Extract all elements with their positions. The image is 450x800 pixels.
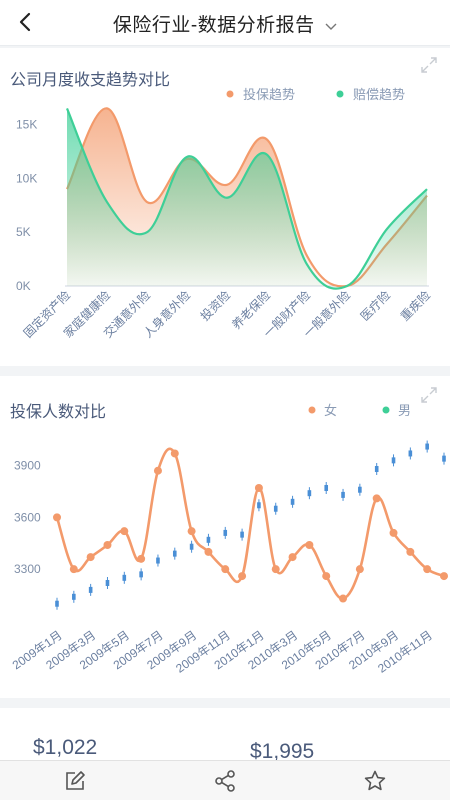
- y-tick-label: 10K: [16, 171, 37, 185]
- y-tick-label: 0K: [16, 279, 31, 293]
- female-data-point: [372, 494, 381, 503]
- expand-icon[interactable]: [420, 386, 438, 404]
- star-icon[interactable]: [363, 769, 387, 793]
- male-candle-body: [273, 505, 278, 512]
- legend-label: 女: [324, 403, 337, 418]
- female-series-line: [55, 447, 445, 600]
- male-candle-body: [206, 536, 211, 543]
- female-data-point: [322, 572, 331, 581]
- female-data-point: [103, 541, 112, 549]
- female-data-point: [440, 572, 448, 581]
- legend-marker: [308, 406, 316, 414]
- male-candle-body: [72, 593, 76, 600]
- male-candle-body: [391, 457, 396, 464]
- page-title: 保险行业-数据分析报告: [112, 15, 315, 36]
- female-data-point: [153, 466, 162, 475]
- female-data-point: [389, 528, 398, 537]
- male-candle-body: [408, 450, 413, 457]
- bottom-toolbar: [0, 760, 450, 800]
- male-candle-body: [189, 543, 194, 550]
- male-candle-body: [105, 580, 110, 586]
- y-tick-label: 5K: [16, 225, 31, 239]
- female-data-point: [86, 553, 95, 562]
- male-candle-body: [358, 486, 362, 493]
- female-data-point: [221, 565, 230, 574]
- y-tick-label: 3600: [14, 510, 41, 524]
- female-data-point: [53, 513, 61, 522]
- male-candle-body: [425, 443, 429, 450]
- amount-summary-card: $1,022 $1,995: [0, 708, 450, 763]
- card-title-count: 投保人数对比: [10, 404, 107, 421]
- male-candle-body: [257, 502, 261, 509]
- y-tick-label: 15K: [16, 118, 37, 132]
- edit-icon[interactable]: [63, 769, 87, 793]
- male-candle-body: [139, 571, 143, 578]
- female-data-point: [120, 527, 129, 536]
- male-candle-body: [307, 490, 312, 497]
- legend-marker: [382, 406, 390, 414]
- legend-marker: [336, 90, 344, 98]
- male-candle-body: [172, 550, 177, 557]
- female-data-point: [423, 565, 432, 574]
- female-data-point: [187, 527, 196, 536]
- amount-value-2: $1,995: [250, 740, 315, 763]
- female-data-point: [271, 565, 280, 574]
- female-data-point: [238, 572, 247, 581]
- male-candle-body: [290, 498, 295, 505]
- male-candle-body: [324, 485, 329, 491]
- female-data-point: [288, 553, 297, 562]
- male-candle-body: [88, 586, 93, 593]
- x-tick-label: 重疾险: [397, 288, 433, 324]
- female-data-point: [204, 547, 213, 556]
- back-arrow-icon[interactable]: [14, 10, 38, 34]
- female-data-point: [170, 449, 179, 458]
- legend-label: 投保趋势: [243, 87, 295, 102]
- legend-label: 男: [398, 403, 411, 418]
- male-candle-body: [223, 529, 228, 536]
- share-icon[interactable]: [213, 769, 237, 793]
- legend-marker: [226, 90, 234, 98]
- income-expense-trend-card: 公司月度收支趋势对比 0K 5K 10K 15K 固定资产险 家庭健康险 交通意外险 人身意外…: [0, 48, 450, 366]
- female-data-point: [406, 547, 415, 556]
- female-data-point: [339, 594, 348, 603]
- y-tick-label: 3900: [14, 459, 41, 473]
- chevron-down-icon: [325, 23, 337, 30]
- legend-label: 赔偿趋势: [353, 87, 405, 102]
- female-data-point: [305, 541, 314, 549]
- line-chart: 3300360039002009年1月2009年3月2009年5月2009年7月…: [10, 403, 448, 676]
- card-title-trend: 公司月度收支趋势对比: [10, 72, 171, 89]
- female-data-point: [355, 565, 364, 574]
- insured-count-card: 投保人数对比 3300 3600 3900 2009年1月 2009年3月 2009年5月…: [0, 376, 450, 698]
- amount-value-1: $1,022: [33, 736, 98, 759]
- male-candle-body: [122, 574, 127, 581]
- male-candle-body: [240, 531, 244, 538]
- x-tick-label: 医疗险: [357, 288, 393, 324]
- x-tick-label: 投资险: [197, 288, 233, 324]
- female-data-point: [254, 484, 263, 492]
- male-candle-body: [442, 455, 446, 462]
- male-candle-body: [374, 466, 379, 472]
- area-fill-claims: [67, 108, 427, 289]
- male-candle-body: [341, 491, 345, 498]
- expand-icon[interactable]: [420, 56, 438, 74]
- male-candle-body: [156, 557, 160, 564]
- female-data-point: [69, 565, 78, 574]
- top-navigation-bar: 保险行业-数据分析报告: [0, 0, 450, 46]
- male-candle-body: [55, 600, 59, 607]
- title-dropdown[interactable]: 保险行业-数据分析报告: [0, 10, 450, 37]
- y-tick-label: 3300: [14, 562, 41, 576]
- female-data-point: [137, 554, 146, 563]
- series-line-claims: [65, 107, 428, 290]
